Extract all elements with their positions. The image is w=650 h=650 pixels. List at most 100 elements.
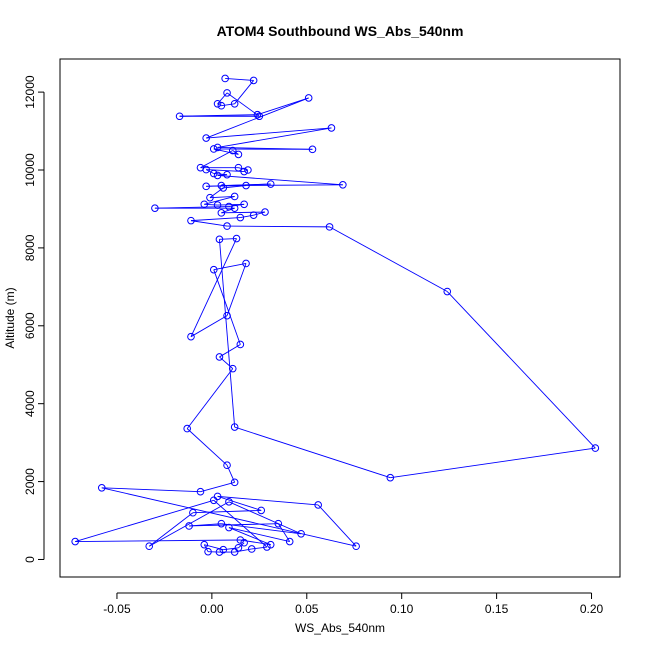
data-point <box>266 180 275 188</box>
series-line-segment <box>234 426 391 479</box>
data-point <box>221 74 229 83</box>
data-point <box>187 216 195 225</box>
series-line-segment <box>253 211 266 216</box>
data-point <box>217 101 226 110</box>
series-line-segment <box>186 428 228 466</box>
series-line-segment <box>251 546 267 550</box>
series-line-segment <box>203 544 209 552</box>
series-line-segment <box>190 220 228 227</box>
x-tick-label: 0.10 <box>390 602 414 616</box>
data-point <box>261 208 269 216</box>
series-line-segment <box>209 187 224 199</box>
series-line-segment <box>226 92 260 117</box>
data-point <box>215 353 224 361</box>
series-line-segment <box>101 487 357 547</box>
data-point <box>189 508 197 517</box>
series-line-segment <box>204 196 235 205</box>
series-line-segment <box>227 225 330 228</box>
series-line-segment <box>219 238 237 240</box>
data-point <box>217 519 226 528</box>
series-line-segment <box>217 92 228 105</box>
data-point <box>219 545 228 554</box>
series-line-segment <box>190 238 237 337</box>
data-point <box>325 223 334 231</box>
series-line-segment <box>186 368 234 429</box>
data-point <box>234 150 243 159</box>
series-line-segment <box>209 196 235 199</box>
series-line-segment <box>238 542 245 549</box>
y-tick-label: 10000 <box>23 153 37 187</box>
series-line-segment <box>221 211 266 214</box>
x-axis-label: WS_Abs_540nm <box>295 621 385 635</box>
series-line-segment <box>257 97 309 116</box>
x-tick-label: 0.05 <box>295 602 319 616</box>
data-point <box>228 364 237 373</box>
series-line-segment <box>75 539 241 543</box>
series-line-segment <box>189 523 279 527</box>
data-point <box>206 193 214 202</box>
series-line-segment <box>217 175 343 186</box>
data-point <box>230 548 239 556</box>
data-point <box>285 537 294 546</box>
series-line-segment <box>200 481 235 493</box>
data-point <box>217 181 226 190</box>
x-tick-label: 0.00 <box>200 602 224 616</box>
data-point <box>304 94 313 102</box>
series-line-segment <box>179 114 258 117</box>
data-point <box>223 170 231 179</box>
data-point <box>228 146 237 155</box>
y-tick-label: 2000 <box>23 468 37 495</box>
data-point <box>297 529 305 538</box>
data-point <box>230 423 239 431</box>
series-line-segment <box>228 527 271 546</box>
data-point <box>209 496 218 505</box>
series-line-segment <box>228 527 290 542</box>
data-point <box>230 192 239 201</box>
data-point <box>185 522 193 530</box>
data-point <box>223 311 231 320</box>
data-point <box>71 537 79 546</box>
series-line-segment <box>190 315 228 338</box>
data-point <box>236 213 245 222</box>
data-point <box>249 76 258 85</box>
series-line-segment <box>205 169 214 174</box>
series-line-segment <box>446 291 596 449</box>
data-point <box>223 222 231 230</box>
series-line-segment <box>213 499 268 548</box>
data-point <box>209 169 218 178</box>
series-line-segment <box>217 203 245 206</box>
chart-title: ATOM4 Southbound WS_Abs_540nm <box>217 23 464 39</box>
data-point <box>200 200 209 209</box>
data-point <box>230 478 239 487</box>
series-line-segment <box>149 501 230 547</box>
data-point <box>213 171 222 180</box>
series-line-segment <box>219 356 234 369</box>
series-line-segment <box>234 80 254 105</box>
series-line-segment <box>390 447 596 479</box>
series-line-segment <box>217 495 319 506</box>
series-line-segment <box>219 344 241 358</box>
data-point <box>274 519 283 528</box>
x-axis: -0.05 0.00 0.05 0.10 0.15 0.20 <box>103 592 604 616</box>
plot-frame <box>59 58 621 578</box>
data-point <box>204 547 212 556</box>
data-point <box>255 112 264 121</box>
series-line-segment <box>204 203 218 206</box>
x-tick-label: -0.05 <box>103 602 131 616</box>
data-point <box>327 124 336 132</box>
data-point <box>352 542 360 551</box>
series-line-segment <box>213 269 241 345</box>
y-tick-label: 0 <box>23 556 37 563</box>
data-point <box>213 143 222 152</box>
data-point <box>230 99 239 108</box>
data-point <box>443 287 452 296</box>
data-point <box>225 523 233 532</box>
data-point <box>236 340 245 349</box>
y-tick-label: 8000 <box>23 234 37 261</box>
x-tick-label: 0.20 <box>580 602 604 616</box>
series-line-segment <box>190 217 241 222</box>
data-point <box>223 89 231 97</box>
series-line-segment <box>101 487 201 493</box>
series-layer <box>71 74 600 556</box>
